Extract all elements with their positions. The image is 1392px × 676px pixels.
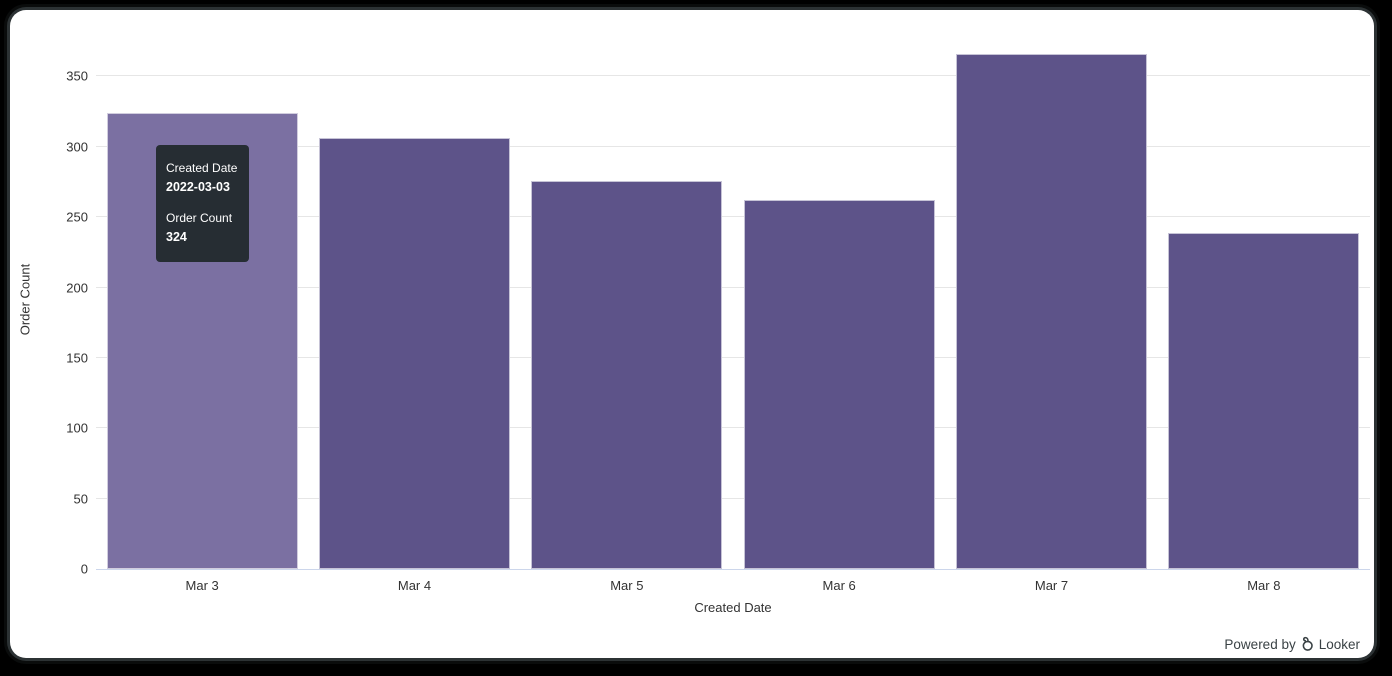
bar-slot (308, 30, 520, 569)
x-tick-label: Mar 5 (610, 578, 644, 593)
y-gridline (96, 75, 1370, 77)
x-tick-label: Mar 3 (185, 578, 219, 593)
y-tick-label: 350 (66, 68, 88, 84)
bar-slot (96, 30, 308, 569)
brand-label: Looker (1318, 636, 1360, 652)
bar-slot (945, 30, 1157, 569)
y-tick-label: 50 (73, 491, 88, 507)
y-tick-label: 300 (66, 139, 88, 155)
y-tick-label: 250 (66, 209, 88, 225)
y-gridline (96, 427, 1370, 429)
bar-mar-7[interactable] (955, 53, 1148, 569)
bar-slot (521, 30, 733, 569)
bar-mar-5[interactable] (531, 180, 723, 569)
plot-area (96, 30, 1370, 570)
powered-by-looker[interactable]: Powered by Looker (1224, 636, 1360, 652)
y-gridline (96, 216, 1370, 218)
bar-slot (733, 30, 945, 569)
chart-tooltip: Created Date 2022-03-03 Order Count 324 (156, 145, 249, 262)
x-axis-tick-labels: Mar 3 Mar 4 Mar 5 Mar 6 Mar 7 Mar 8 (96, 578, 1370, 593)
y-gridline (96, 286, 1370, 288)
y-gridline (96, 497, 1370, 499)
bar-mar-6[interactable] (743, 200, 935, 569)
x-tick-label: Mar 4 (397, 578, 432, 593)
tooltip-dimension-group: Created Date 2022-03-03 (166, 159, 239, 197)
x-tick-label: Mar 8 (1247, 578, 1281, 593)
tooltip-measure-value: 324 (166, 230, 187, 244)
y-tick-label: 100 (66, 420, 88, 436)
y-gridline (96, 356, 1370, 358)
bar-mar-8[interactable] (1168, 232, 1360, 569)
y-tick-label: 150 (66, 350, 88, 366)
y-axis-tick-labels: 0 50 100 150 200 250 300 350 (10, 30, 88, 577)
y-gridline (96, 145, 1370, 147)
x-tick-label: Mar 6 (822, 578, 856, 593)
y-tick-label: 0 (80, 561, 88, 577)
tooltip-dimension-label: Created Date (166, 161, 238, 175)
looker-logo-icon (1302, 636, 1313, 651)
x-axis-title: Created Date (694, 600, 772, 615)
powered-by-label: Powered by (1224, 636, 1296, 652)
tooltip-measure-group: Order Count 324 (166, 209, 239, 247)
y-tick-label: 200 (66, 280, 88, 296)
bar-slot (1158, 30, 1370, 569)
tooltip-measure-label: Order Count (166, 211, 233, 225)
bar-mar-4[interactable] (318, 138, 511, 569)
tooltip-dimension-value: 2022-03-03 (166, 180, 230, 194)
x-tick-label: Mar 7 (1034, 578, 1069, 593)
